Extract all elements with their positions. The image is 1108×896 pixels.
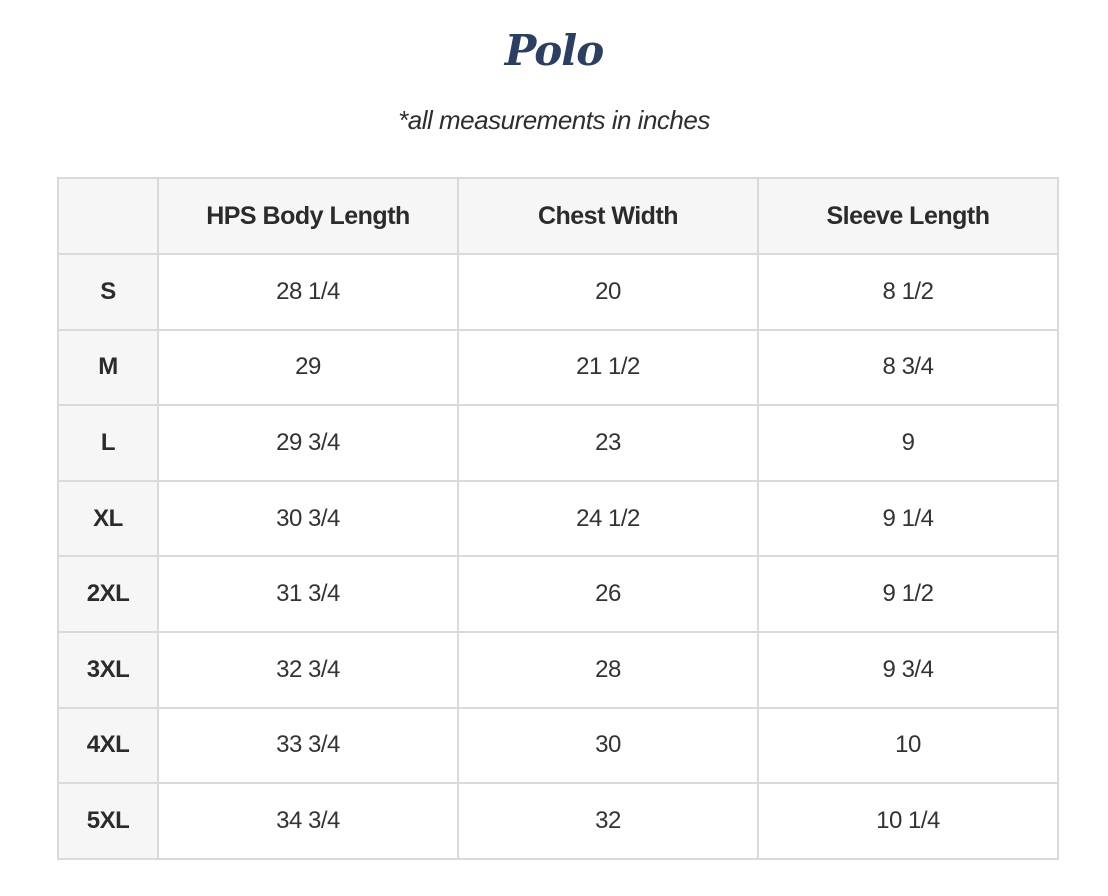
cell-value: 24 1/2 (457, 479, 759, 558)
cell-value: 30 (457, 706, 759, 785)
cell-value: 34 3/4 (157, 782, 459, 860)
cell-value: 23 (457, 404, 759, 482)
header-row: HPS Body Length Chest Width Sleeve Lengt… (57, 177, 1059, 255)
cell-value: 29 (157, 328, 459, 407)
size-label: M (57, 328, 159, 407)
cell-value: 9 1/4 (757, 479, 1059, 558)
table-row-2xl: 2XL 31 3/4 26 9 1/2 (57, 555, 1059, 633)
cell-value: 28 (457, 630, 759, 709)
cell-value: 29 3/4 (157, 404, 459, 482)
cell-value: 10 (757, 706, 1059, 785)
column-header-hps-body-length: HPS Body Length (157, 177, 459, 255)
table-row-4xl: 4XL 33 3/4 30 10 (57, 706, 1059, 785)
page-title: Polo (504, 26, 604, 75)
column-header-chest-width: Chest Width (457, 177, 759, 255)
cell-value: 21 1/2 (457, 328, 759, 407)
cell-value: 33 3/4 (157, 706, 459, 785)
size-label: XL (57, 479, 159, 558)
cell-value: 8 3/4 (757, 328, 1059, 407)
cell-value: 9 1/2 (757, 555, 1059, 633)
column-header-sleeve-length: Sleeve Length (757, 177, 1059, 255)
table-row-l: L 29 3/4 23 9 (57, 404, 1059, 482)
cell-value: 10 1/4 (757, 782, 1059, 860)
table-row-s: S 28 1/4 20 8 1/2 (57, 253, 1059, 331)
table-row-xl: XL 30 3/4 24 1/2 9 1/4 (57, 479, 1059, 558)
cell-value: 9 (757, 404, 1059, 482)
cell-value: 8 1/2 (757, 253, 1059, 331)
cell-value: 20 (457, 253, 759, 331)
size-chart-table: HPS Body Length Chest Width Sleeve Lengt… (57, 177, 1059, 860)
size-label: 4XL (57, 706, 159, 785)
cell-value: 31 3/4 (157, 555, 459, 633)
size-label: 2XL (57, 555, 159, 633)
size-label: L (57, 404, 159, 482)
cell-value: 9 3/4 (757, 630, 1059, 709)
table-row-3xl: 3XL 32 3/4 28 9 3/4 (57, 630, 1059, 709)
size-label: 3XL (57, 630, 159, 709)
table-row-5xl: 5XL 34 3/4 32 10 1/4 (57, 782, 1059, 860)
cell-value: 28 1/4 (157, 253, 459, 331)
cell-value: 26 (457, 555, 759, 633)
table-row-m: M 29 21 1/2 8 3/4 (57, 328, 1059, 407)
size-label: 5XL (57, 782, 159, 860)
corner-cell (57, 177, 159, 255)
cell-value: 32 (457, 782, 759, 860)
cell-value: 32 3/4 (157, 630, 459, 709)
size-label: S (57, 253, 159, 331)
measurements-note: *all measurements in inches (398, 105, 710, 135)
cell-value: 30 3/4 (157, 479, 459, 558)
